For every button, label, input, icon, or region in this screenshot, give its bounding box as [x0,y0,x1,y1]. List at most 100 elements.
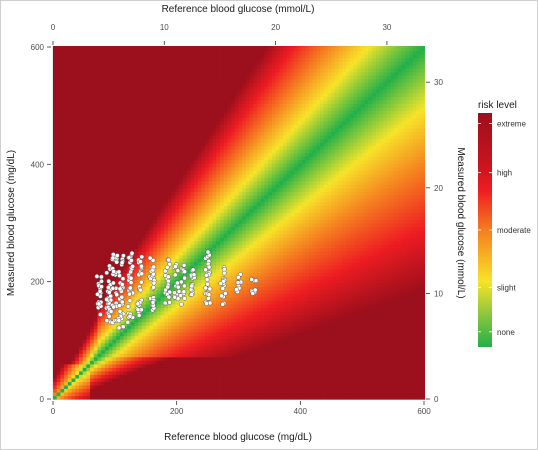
heatmap-cell [119,117,125,122]
heatmap-cell [156,395,162,400]
heatmap-cell [75,318,80,323]
heatmap-cell [53,223,58,228]
heatmap-cell [90,191,95,196]
heatmap-cell [186,258,191,263]
heatmap-cell [175,54,180,59]
heatmap-cell [101,282,106,287]
heatmap-cell [86,381,91,386]
heatmap-cell [164,381,169,386]
heatmap-cell [82,395,87,400]
heatmap-cell [127,205,132,210]
heatmap-cell [53,346,58,351]
heatmap-cell [123,321,128,326]
heatmap-cell [164,46,169,48]
heatmap-cell [97,184,102,189]
heatmap-cell [130,342,136,347]
heatmap-cell [53,254,58,259]
heatmap-cell [186,275,191,280]
heatmap-cell [223,374,228,379]
heatmap-cell [82,282,87,287]
heatmap-cell [64,265,69,270]
heatmap-cell [182,293,188,298]
heatmap-cell [56,194,61,199]
heatmap-cell [145,47,151,52]
heatmap-cell [194,180,199,185]
heatmap-cell [64,251,69,256]
heatmap-cell [179,321,184,326]
heatmap-cell [149,328,154,333]
heatmap-cell [153,363,158,368]
heatmap-cell [112,314,117,319]
heatmap-cell [153,311,158,316]
heatmap-cell [208,82,214,87]
heatmap-cell [104,163,110,168]
heatmap-cell [53,152,58,157]
heatmap-cell [201,110,206,115]
heatmap-cell [149,370,154,375]
heatmap-cell [97,254,102,259]
heatmap-cell [168,223,173,228]
heatmap-cell [75,219,80,224]
heatmap-cell [127,170,132,175]
heatmap-cell [142,131,147,136]
heatmap-cell [138,395,143,400]
heatmap-cell [108,177,113,182]
heatmap-cell [127,381,132,386]
heatmap-cell [67,128,73,133]
heatmap-cell [227,131,232,136]
heatmap-cell [53,282,58,287]
heatmap-cell [79,117,84,122]
heatmap-cell [138,381,143,386]
heatmap-cell [123,311,128,316]
heatmap-cell [82,377,87,382]
heatmap-cell [112,47,117,52]
heatmap-cell [182,219,188,224]
heatmap-cell [156,180,162,185]
heatmap-cell [134,321,139,326]
heatmap-cell [60,159,65,164]
heatmap-cell [56,47,61,52]
heatmap-cell [119,173,125,178]
heatmap-cell [201,201,206,206]
heatmap-cell [93,145,99,150]
heatmap-cell [142,177,147,182]
heatmap-cell [216,187,221,192]
heatmap-cell [71,363,76,368]
heatmap-cell [101,339,106,344]
heatmap-cell [138,159,143,164]
heatmap-cell [164,388,169,393]
heatmap-cell [208,191,214,196]
heatmap-cell [53,75,58,80]
heatmap-cell [134,219,139,224]
heatmap-cell [145,258,151,263]
heatmap-cell [156,106,162,111]
heatmap-cell [164,61,169,66]
heatmap-cell [138,142,143,147]
heatmap-cell [60,110,65,115]
heatmap-cell [179,124,184,129]
heatmap-cell [227,307,232,312]
heatmap-cell [104,131,110,136]
heatmap-cell [164,296,169,301]
heatmap-cell [194,356,199,361]
heatmap-cell [201,254,206,259]
heatmap-cell [145,254,151,259]
heatmap-cell [90,99,95,104]
heatmap-cell [71,106,76,111]
heatmap-cell [197,117,202,122]
heatmap-cell [164,384,169,389]
heatmap-cell [67,272,73,277]
heatmap-cell [201,82,206,87]
heatmap-cell [182,311,188,316]
heatmap-cell [208,342,214,347]
heatmap-cell [216,247,221,252]
heatmap-cell [97,180,102,185]
heatmap-cell [86,286,91,291]
heatmap-cell [164,346,169,351]
heatmap-cell [53,314,58,319]
heatmap-cell [138,113,143,118]
heatmap-cell [86,198,91,203]
heatmap-cell [86,61,91,66]
heatmap-cell [79,61,84,66]
heatmap-cell [190,191,195,196]
